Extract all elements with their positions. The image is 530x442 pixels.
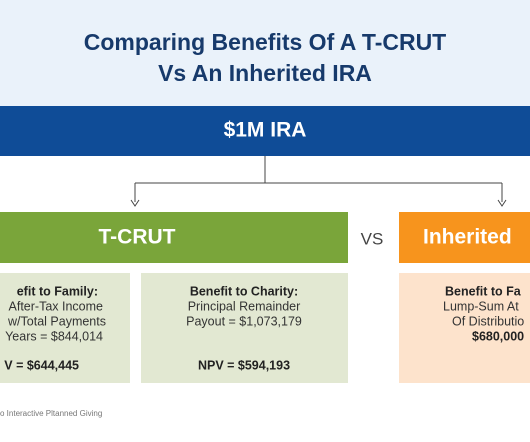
ira-header [399,212,530,263]
arrow [497,199,507,207]
title-background [0,0,530,106]
vs-label: VS [361,229,384,248]
ira-heading: Inherited [423,226,512,249]
banner-label: $1M IRA [224,119,307,142]
box-line: w/Total Payments [7,314,106,328]
box-title: efit to Family: [17,284,98,298]
box-line: Principal Remainder [188,299,301,313]
arrow [130,199,140,207]
family-box [0,273,130,383]
tcrut-heading: T-CRUT [99,226,176,249]
box-npv: V = $644,445 [4,358,79,372]
charity-box [141,273,348,383]
box-title: Benefit to Fa [445,284,522,298]
tcrut-header [0,212,348,263]
box-line: Years = $844,014 [5,329,103,343]
title-line: Comparing Benefits Of A T-CRUT [84,29,446,55]
box-title: Benefit to Charity: [190,284,298,298]
banner [0,106,530,156]
box-amount: $680,000 [472,329,524,343]
ira-box [399,273,530,383]
box-line: After-Tax Income [9,299,104,313]
title-line: Vs An Inherited IRA [158,60,372,86]
footer: o Interactive Pltanned Giving [0,409,102,418]
box-line: Lump-Sum At [443,299,519,313]
box-npv: NPV = $594,193 [198,358,290,372]
connectors [134,156,503,202]
box-line: Of Distributio [452,314,524,328]
box-line: Payout = $1,073,179 [186,314,302,328]
